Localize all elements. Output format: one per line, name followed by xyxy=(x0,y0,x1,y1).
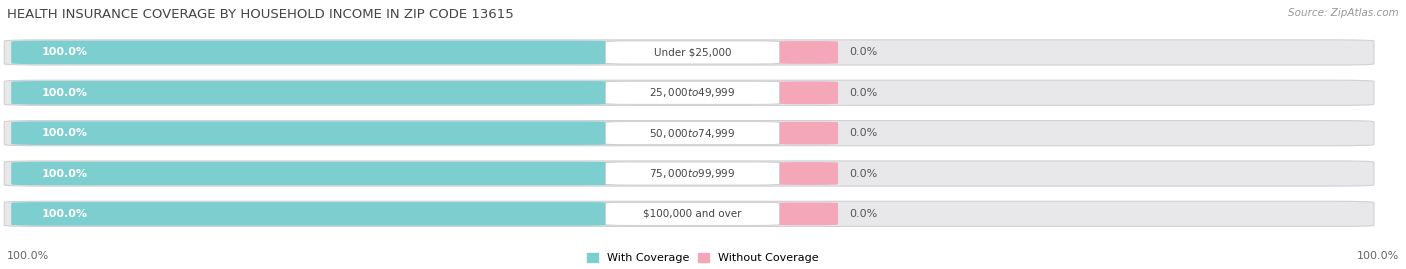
Text: Source: ZipAtlas.com: Source: ZipAtlas.com xyxy=(1288,8,1399,18)
Text: $50,000 to $74,999: $50,000 to $74,999 xyxy=(650,127,735,140)
FancyBboxPatch shape xyxy=(776,41,838,64)
FancyBboxPatch shape xyxy=(11,41,616,64)
FancyBboxPatch shape xyxy=(4,121,1374,146)
FancyBboxPatch shape xyxy=(4,161,1374,186)
FancyBboxPatch shape xyxy=(4,201,1374,226)
FancyBboxPatch shape xyxy=(4,40,1374,65)
FancyBboxPatch shape xyxy=(776,203,838,225)
FancyBboxPatch shape xyxy=(606,162,779,185)
Text: 100.0%: 100.0% xyxy=(42,128,87,138)
Text: 100.0%: 100.0% xyxy=(7,251,49,261)
FancyBboxPatch shape xyxy=(776,82,838,104)
Text: $75,000 to $99,999: $75,000 to $99,999 xyxy=(650,167,735,180)
Text: 0.0%: 0.0% xyxy=(849,209,877,219)
Text: 0.0%: 0.0% xyxy=(849,88,877,98)
Text: 100.0%: 100.0% xyxy=(42,88,87,98)
FancyBboxPatch shape xyxy=(606,81,779,104)
FancyBboxPatch shape xyxy=(11,162,616,185)
Text: 100.0%: 100.0% xyxy=(42,209,87,219)
Text: Under $25,000: Under $25,000 xyxy=(654,47,731,58)
FancyBboxPatch shape xyxy=(776,122,838,144)
Text: $100,000 and over: $100,000 and over xyxy=(644,209,742,219)
FancyBboxPatch shape xyxy=(606,122,779,145)
FancyBboxPatch shape xyxy=(11,81,616,105)
FancyBboxPatch shape xyxy=(11,121,616,145)
Text: 0.0%: 0.0% xyxy=(849,168,877,179)
Legend: With Coverage, Without Coverage: With Coverage, Without Coverage xyxy=(588,253,818,263)
FancyBboxPatch shape xyxy=(606,41,779,64)
FancyBboxPatch shape xyxy=(4,80,1374,105)
Text: HEALTH INSURANCE COVERAGE BY HOUSEHOLD INCOME IN ZIP CODE 13615: HEALTH INSURANCE COVERAGE BY HOUSEHOLD I… xyxy=(7,8,513,21)
FancyBboxPatch shape xyxy=(606,202,779,225)
Text: 100.0%: 100.0% xyxy=(42,47,87,58)
Text: 100.0%: 100.0% xyxy=(1357,251,1399,261)
FancyBboxPatch shape xyxy=(11,202,616,226)
FancyBboxPatch shape xyxy=(776,162,838,185)
Text: 100.0%: 100.0% xyxy=(42,168,87,179)
Text: 0.0%: 0.0% xyxy=(849,128,877,138)
Text: $25,000 to $49,999: $25,000 to $49,999 xyxy=(650,86,735,99)
Text: 0.0%: 0.0% xyxy=(849,47,877,58)
